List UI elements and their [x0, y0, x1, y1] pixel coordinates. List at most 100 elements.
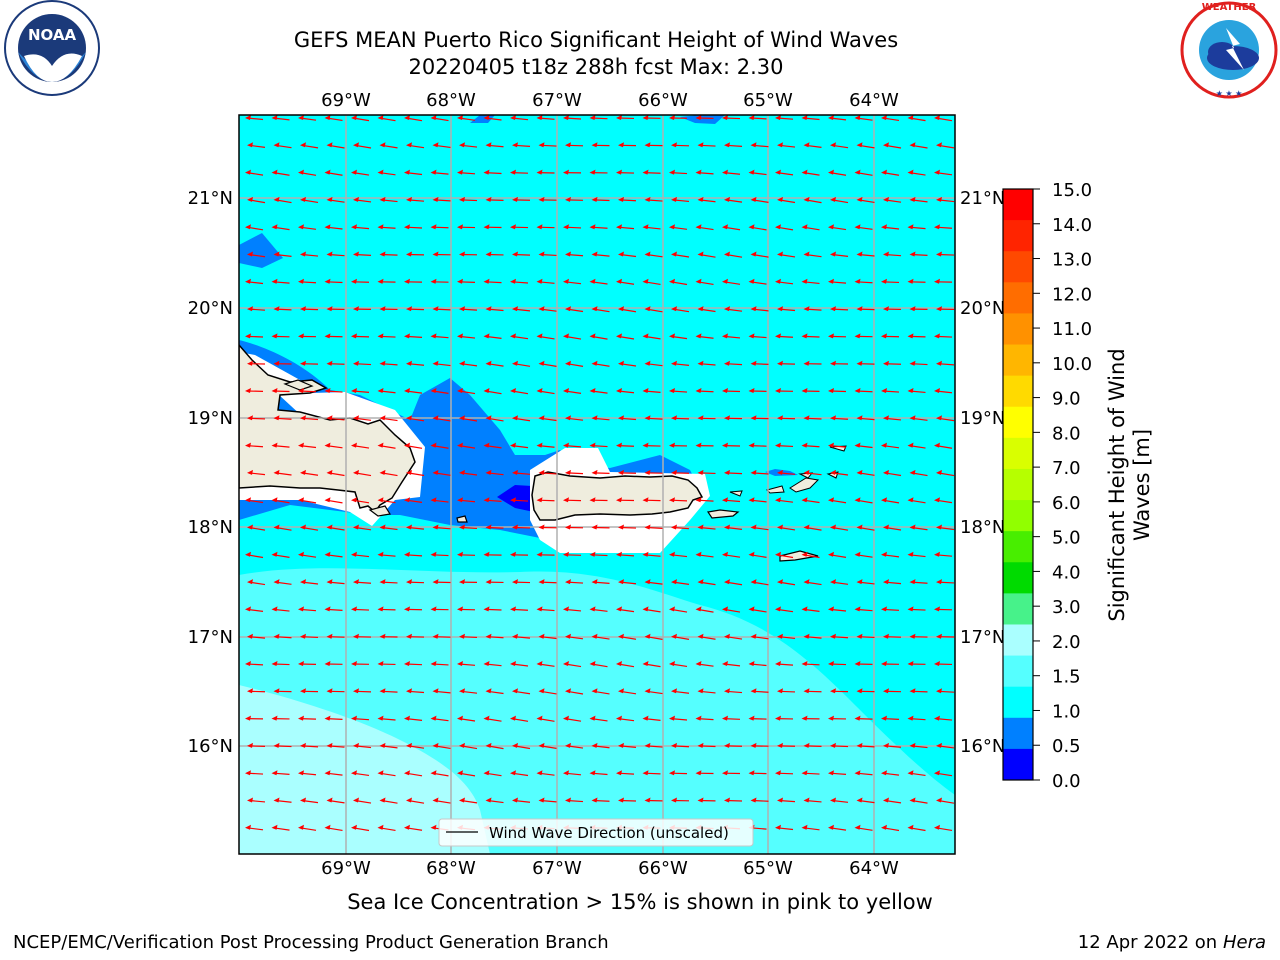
wave-arrow-head — [934, 115, 940, 120]
colorbar-tick-label: 1.5 — [1052, 667, 1081, 688]
lon-label: 67°W — [532, 90, 582, 111]
wave-arrow-head — [430, 715, 437, 721]
wave-arrow-head — [669, 770, 675, 776]
wave-arrow-head — [536, 388, 543, 393]
wave-arrow-head — [565, 360, 571, 366]
wave-arrow-head — [748, 715, 755, 721]
wave-arrow-head — [856, 797, 863, 803]
colorbar-segment — [1003, 437, 1033, 470]
wave-arrow-head — [669, 661, 675, 666]
wave-arrow-head — [591, 633, 598, 639]
wave-arrow-head — [298, 497, 304, 503]
colorbar-segment — [1003, 406, 1033, 439]
wave-arrow-head — [510, 388, 516, 393]
wave-arrow-head — [432, 579, 439, 585]
wave-arrow-head — [722, 224, 728, 230]
wave-arrow-head — [750, 797, 757, 803]
wave-arrow-head — [750, 251, 757, 257]
wave-arrow-head — [748, 224, 755, 230]
wave-arrow-head — [538, 797, 545, 803]
colorbar-tick-label: 2.0 — [1052, 632, 1081, 653]
wave-arrow-head — [775, 224, 781, 230]
wave-arrow-head — [642, 278, 649, 284]
wave-arrow-head — [803, 633, 810, 639]
wave-arrow-head — [353, 415, 359, 421]
wave-arrow-head — [697, 688, 704, 694]
wave-arrow-head — [856, 360, 863, 366]
wave-arrow-head — [379, 415, 386, 421]
wave-arrow-head — [245, 770, 251, 776]
wave-arrow-head — [298, 715, 304, 721]
wave-arrow-head — [803, 142, 810, 148]
lat-label: 21°N — [188, 188, 233, 209]
wave-arrow-head — [616, 115, 622, 120]
wave-arrow-head — [430, 551, 437, 557]
wave-arrow-head — [881, 442, 887, 448]
wave-arrow-head — [671, 142, 677, 148]
wave-arrow-head — [483, 661, 490, 666]
wave-arrow-head — [934, 169, 940, 175]
wave-arrow-head — [512, 196, 518, 202]
wave-arrow-head — [775, 661, 781, 666]
wave-arrow-head — [801, 278, 808, 284]
lon-labels-top: 69°W 68°W 67°W 66°W 65°W 64°W — [321, 90, 899, 111]
wave-arrow-head — [589, 551, 596, 557]
wave-arrow-head — [430, 115, 437, 120]
wave-arrow-head — [300, 688, 306, 694]
wave-arrow-head — [432, 360, 439, 366]
wave-arrow-head — [695, 442, 702, 448]
wave-arrow-head — [909, 415, 916, 421]
wave-arrow-head — [856, 251, 863, 257]
wave-arrow-head — [618, 797, 624, 803]
wave-arrow-head — [324, 388, 331, 393]
wave-arrow-head — [406, 524, 412, 530]
wave-arrow-head — [512, 688, 518, 694]
wave-arrow-head — [854, 278, 861, 284]
wave-arrow-head — [883, 469, 889, 475]
wave-arrow-head — [828, 115, 834, 120]
wave-arrow-head — [326, 251, 333, 257]
wave-arrow-head — [669, 278, 675, 284]
wave-arrow-head — [722, 442, 728, 448]
wave-arrow-head — [377, 824, 384, 830]
wave-arrow-head — [430, 333, 437, 339]
wave-arrow-head — [591, 251, 598, 257]
wave-arrow-head — [298, 770, 304, 776]
lat-labels-left: 21°N 20°N 19°N 18°N 17°N 16°N — [188, 188, 233, 757]
wave-arrow-head — [353, 742, 359, 748]
wave-arrow-head — [589, 278, 596, 284]
wave-arrow-head — [512, 306, 518, 312]
colorbar-tick-label: 0.5 — [1052, 736, 1081, 757]
wave-arrow-head — [936, 633, 942, 639]
wave-arrow-head — [909, 742, 916, 748]
wave-arrow-head — [618, 469, 624, 475]
wave-arrow-head — [538, 251, 545, 257]
wave-arrow-head — [830, 469, 836, 475]
wave-arrow-head — [697, 306, 704, 312]
wave-arrow-head — [750, 142, 757, 148]
wave-arrow-head — [854, 169, 861, 175]
wave-arrow-head — [695, 551, 702, 557]
wave-arrow-head — [245, 497, 251, 503]
footer-date-text: 12 Apr 2022 on — [1077, 932, 1223, 953]
wave-arrow-head — [750, 196, 757, 202]
wave-arrow-head — [854, 551, 861, 557]
wave-arrow-head — [750, 469, 757, 475]
wave-arrow-head — [485, 633, 492, 639]
lat-label: 19°N — [960, 408, 1005, 429]
wave-arrow-head — [934, 333, 940, 339]
wave-arrow-head — [854, 388, 861, 393]
wave-arrow-head — [565, 688, 571, 694]
wave-arrow-head — [907, 497, 914, 503]
wave-arrow-head — [404, 497, 410, 503]
wave-arrow-head — [748, 278, 755, 284]
wave-arrow-head — [300, 306, 306, 312]
colorbar-tick-label: 13.0 — [1052, 250, 1092, 271]
wave-arrow-head — [724, 415, 730, 421]
wave-arrow-head — [377, 551, 384, 557]
wave-arrow-head — [750, 306, 757, 312]
wave-arrow-head — [298, 824, 304, 830]
wave-arrow-head — [563, 715, 569, 721]
wave-arrow-head — [856, 579, 863, 585]
wave-arrow-head — [298, 333, 304, 339]
